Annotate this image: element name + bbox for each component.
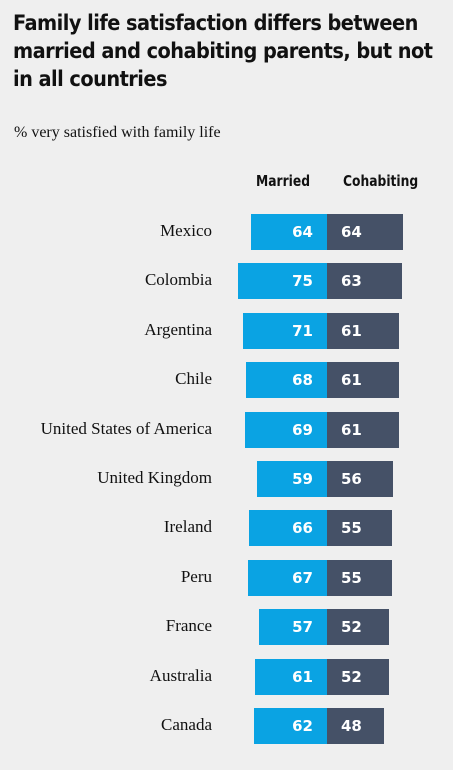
cohabiting-value-france: 52 — [341, 618, 362, 637]
married-bar-peru — [247, 559, 327, 596]
married-bar-australia — [254, 658, 327, 695]
country-label-france: France — [165, 616, 212, 636]
cohabiting-value-ireland: 55 — [341, 519, 362, 538]
country-label-argentina: Argentina — [144, 319, 212, 339]
married-bar-canada — [253, 708, 327, 744]
cohabiting-bar-colombia — [327, 263, 402, 300]
cohabiting-value-colombia: 63 — [341, 272, 362, 291]
married-value-australia: 61 — [292, 667, 313, 686]
married-value-ireland: 66 — [292, 519, 313, 538]
cohabiting-value-mexico: 64 — [341, 223, 362, 241]
country-label-mexico: Mexico — [160, 221, 212, 240]
cohabiting-value-argentina: 61 — [341, 321, 362, 340]
cohabiting-value-peru: 55 — [341, 568, 362, 587]
cohabiting-value-united-states-of-america: 61 — [341, 420, 362, 439]
country-label-colombia: Colombia — [144, 270, 212, 290]
married-value-peru: 67 — [292, 568, 313, 587]
married-value-united-kingdom: 59 — [292, 470, 313, 488]
country-label-peru: Peru — [180, 566, 212, 586]
cohabiting-bar-ireland — [327, 510, 393, 547]
married-value-colombia: 75 — [292, 272, 313, 291]
married-bar-argentina — [242, 312, 327, 349]
cohabiting-bar-united-kingdom — [327, 461, 394, 497]
cohabiting-bar-australia — [327, 658, 389, 695]
cohabiting-bar-chile — [327, 362, 400, 399]
cohabiting-bar-united-states-of-america — [327, 411, 400, 448]
married-bar-ireland — [248, 510, 327, 547]
chart-subtitle: % very satisfied with family life — [14, 124, 221, 141]
cohabiting-bar-canada — [327, 708, 384, 744]
married-bar-mexico — [251, 214, 327, 250]
cohabiting-bar-france — [327, 609, 389, 646]
country-label-united-states-of-america: United States of America — [40, 418, 212, 438]
married-value-united-states-of-america: 69 — [292, 420, 313, 439]
cohabiting-value-united-kingdom: 56 — [341, 470, 362, 488]
cohabiting-bar-mexico — [327, 214, 403, 250]
country-label-united-kingdom: United Kingdom — [97, 468, 212, 487]
country-label-ireland: Ireland — [163, 517, 212, 537]
chart-title: Family life satisfaction differs between… — [13, 11, 433, 92]
married-bar-colombia — [238, 263, 327, 300]
married-bar-chile — [246, 362, 327, 399]
married-column-header: Married — [256, 172, 311, 190]
married-value-chile: 68 — [292, 371, 313, 390]
married-bar-france — [259, 609, 327, 646]
cohabiting-value-australia: 52 — [341, 667, 362, 686]
married-value-canada: 62 — [292, 717, 313, 735]
country-label-canada: Canada — [161, 715, 212, 734]
married-bar-united-kingdom — [257, 461, 327, 497]
cohabiting-value-chile: 61 — [341, 371, 362, 390]
married-bar-united-states-of-america — [245, 411, 327, 448]
married-value-france: 57 — [292, 618, 313, 637]
cohabiting-bar-peru — [327, 559, 393, 596]
cohabiting-column-header: Cohabiting — [343, 172, 419, 190]
cohabiting-value-canada: 48 — [341, 717, 362, 735]
country-label-chile: Chile — [175, 369, 212, 389]
cohabiting-bar-argentina — [327, 312, 400, 349]
married-value-mexico: 64 — [292, 223, 313, 241]
country-label-australia: Australia — [149, 665, 212, 685]
married-value-argentina: 71 — [292, 321, 313, 340]
